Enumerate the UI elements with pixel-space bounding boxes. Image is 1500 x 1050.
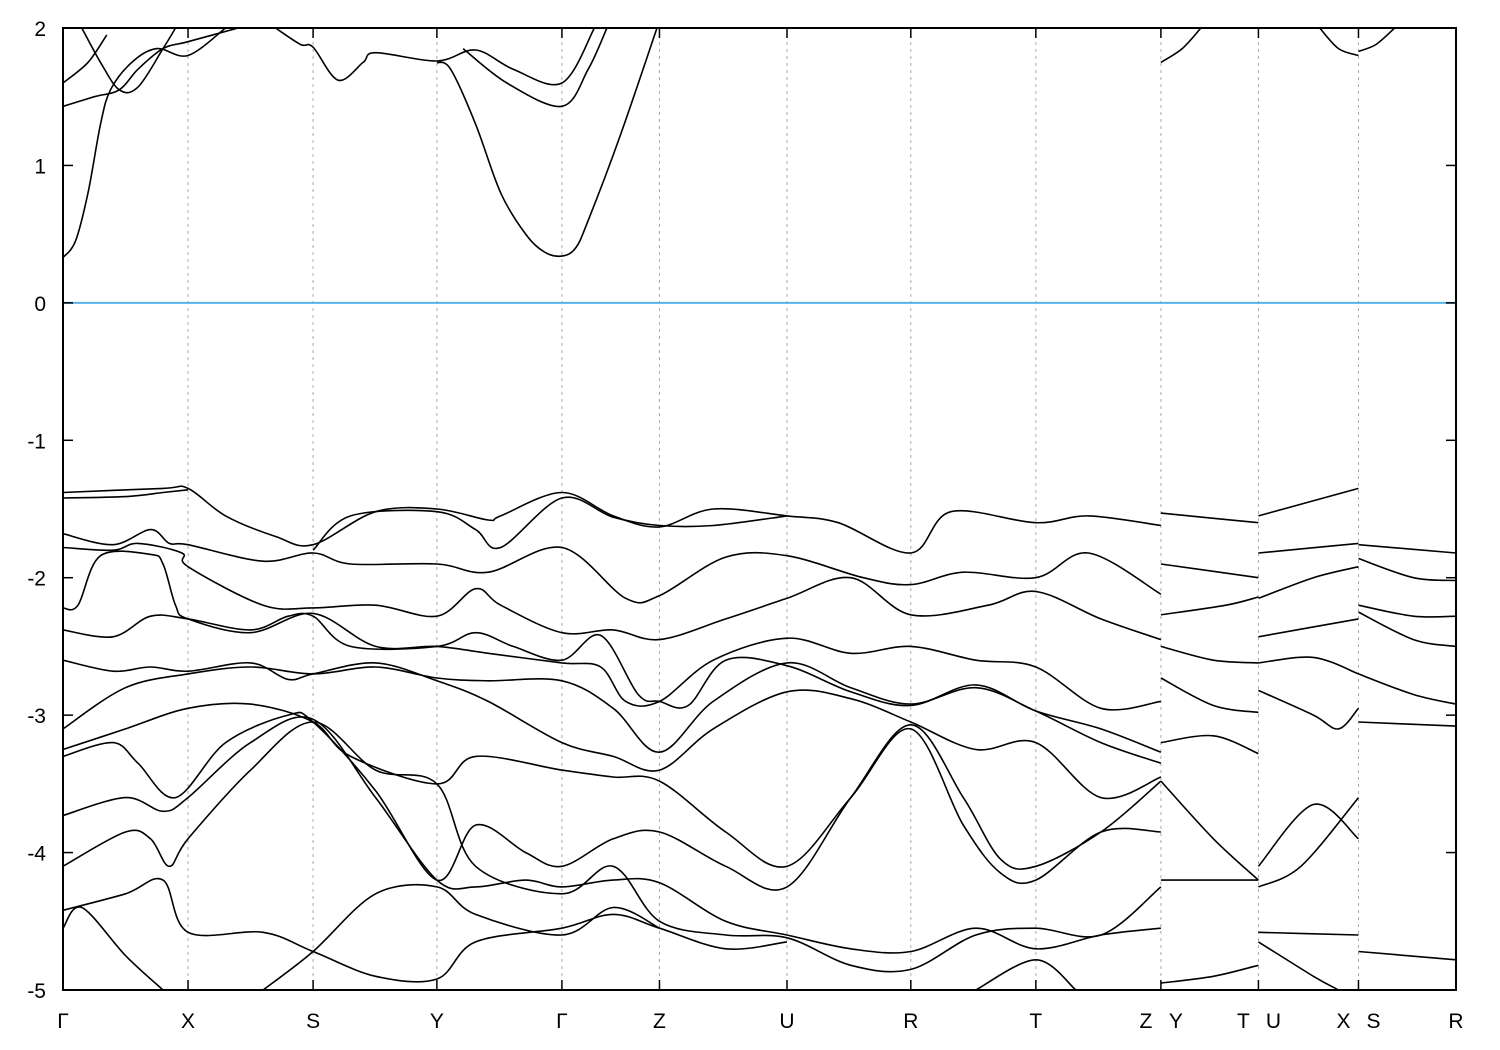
band-16 (63, 883, 660, 990)
band-line (1258, 565, 1359, 600)
x-tick-label: Γ (556, 1010, 568, 1033)
band-line (1257, 941, 1339, 990)
band-line (312, 496, 788, 551)
band-line (1160, 512, 1259, 524)
band-line (462, 28, 608, 108)
band-1 (63, 28, 608, 108)
band-8 (63, 612, 1456, 753)
x-tick-label: X (181, 1010, 195, 1033)
band-line (63, 550, 1162, 711)
band-line (63, 702, 1161, 885)
x-tick-label: U (1266, 1010, 1281, 1033)
band-line (1258, 797, 1360, 888)
y-tick-label: 1 (34, 155, 46, 178)
band-line (1160, 964, 1259, 984)
y-tick-label: -4 (27, 843, 46, 866)
band-line (63, 542, 1162, 641)
y-tick-label: -3 (27, 705, 46, 728)
band-line (1358, 604, 1456, 618)
x-tick-label: T (1029, 1010, 1042, 1033)
band-line (63, 906, 164, 990)
band-line (262, 883, 660, 990)
band-line (1160, 645, 1259, 664)
y-tick-label: -1 (27, 430, 46, 453)
band-5 (63, 528, 1456, 604)
band-line (1258, 931, 1359, 936)
band-line (1358, 543, 1456, 554)
band-13 (63, 716, 1456, 984)
band-14 (63, 721, 1339, 990)
band-line (1319, 28, 1359, 57)
y-tick-label: 2 (34, 18, 46, 41)
band-line (1258, 487, 1359, 517)
band-line (1358, 611, 1456, 648)
band-line (1258, 689, 1360, 730)
band-4 (63, 489, 788, 551)
band-line (1358, 950, 1456, 961)
band-line (63, 28, 239, 108)
band-3 (63, 485, 1456, 554)
band-2 (63, 28, 1396, 94)
x-tick-label: U (779, 1010, 794, 1033)
band-line (63, 711, 1162, 891)
x-tick-label: Γ (57, 1010, 69, 1033)
band-line (1160, 677, 1259, 714)
band-line (63, 485, 1162, 554)
y-tick-label: -5 (27, 980, 46, 1003)
band-7 (63, 550, 1456, 711)
x-tick-label: X (1336, 1010, 1350, 1033)
band-line (63, 489, 189, 499)
band-line (63, 28, 227, 259)
y-tick-label: 0 (34, 293, 46, 316)
band-line (63, 721, 1162, 973)
x-tick-label: Z (1139, 1010, 1152, 1033)
band-line (1257, 803, 1360, 867)
plot-frame (62, 27, 1457, 991)
band-line (1160, 596, 1259, 616)
band-9 (63, 659, 1456, 800)
x-tick-label: Y (1169, 1010, 1183, 1033)
band-line (1358, 721, 1456, 727)
x-tick-label: Z (653, 1010, 666, 1033)
x-tick-label: Y (430, 1010, 444, 1033)
bands (63, 28, 1456, 990)
band-line (1358, 28, 1396, 53)
band-11 (63, 702, 1360, 885)
band-line (63, 34, 108, 84)
band-line (1258, 542, 1359, 554)
band-line (63, 716, 1161, 954)
band-line (1358, 557, 1456, 582)
x-tick-label: T (1237, 1010, 1250, 1033)
band-line (63, 659, 1162, 800)
band-line (1258, 656, 1359, 675)
band-0 (63, 28, 658, 259)
x-tick-label: S (306, 1010, 320, 1033)
band-10 (63, 662, 1162, 764)
band-line (1160, 734, 1259, 755)
band-line (1160, 563, 1259, 579)
band-line (63, 662, 1162, 764)
y-tick-label: -2 (27, 568, 46, 591)
kpoint-gridlines (187, 28, 1359, 990)
band-line (1358, 673, 1456, 705)
x-tick-label: S (1366, 1010, 1380, 1033)
band-line (1160, 780, 1259, 881)
band-line (975, 958, 1077, 990)
x-tick-label: R (1448, 1010, 1463, 1033)
band-line (1258, 618, 1359, 638)
band-12 (63, 711, 1360, 891)
band-line (81, 28, 177, 94)
band-line (63, 877, 788, 983)
band-6 (63, 542, 1456, 641)
x-tick-label: R (903, 1010, 918, 1033)
band-line (436, 28, 658, 258)
band-line (63, 528, 1162, 604)
band-line (275, 28, 596, 86)
band-line (1160, 28, 1202, 64)
band-15 (63, 877, 1077, 990)
y-axis: -5 -4 -3 -2 -1 0 1 2 (27, 18, 1456, 1003)
